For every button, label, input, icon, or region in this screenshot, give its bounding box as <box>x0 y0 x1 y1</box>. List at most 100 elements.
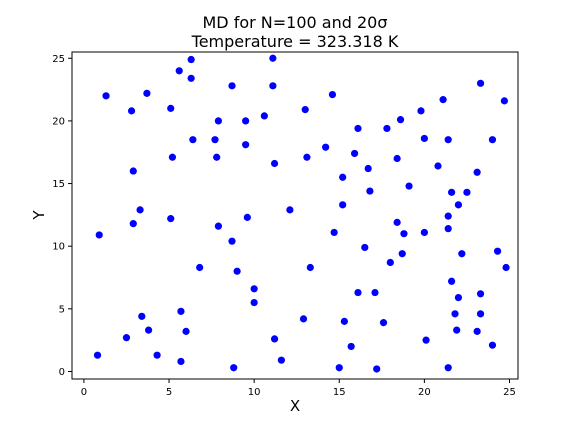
data-point <box>96 231 103 238</box>
data-point <box>302 106 309 113</box>
data-point <box>439 96 446 103</box>
data-point <box>188 75 195 82</box>
x-axis-label: X <box>290 397 300 415</box>
data-point <box>339 174 346 181</box>
data-point <box>300 315 307 322</box>
data-point <box>477 80 484 87</box>
data-point <box>341 318 348 325</box>
x-tick-label: 25 <box>503 387 516 398</box>
data-point <box>397 116 404 123</box>
y-tick-label: 25 <box>52 54 65 65</box>
data-point <box>307 264 314 271</box>
data-point <box>123 334 130 341</box>
data-point <box>502 264 509 271</box>
data-point <box>329 91 336 98</box>
data-point <box>421 229 428 236</box>
data-point <box>177 358 184 365</box>
data-point <box>387 259 394 266</box>
data-point <box>269 82 276 89</box>
x-tick-label: 10 <box>248 387 261 398</box>
data-point <box>215 223 222 230</box>
data-point <box>394 155 401 162</box>
data-point <box>494 248 501 255</box>
data-point <box>228 82 235 89</box>
data-point <box>366 187 373 194</box>
data-point <box>405 182 412 189</box>
chart-title-line-2: Temperature = 323.318 K <box>191 32 399 51</box>
data-point <box>213 154 220 161</box>
data-point <box>477 290 484 297</box>
data-point <box>188 56 195 63</box>
data-point <box>421 135 428 142</box>
data-point <box>230 364 237 371</box>
data-point <box>244 214 251 221</box>
y-axis-ticks: 0 5 10 15 20 25 <box>52 54 72 378</box>
data-point <box>489 136 496 143</box>
data-point <box>339 201 346 208</box>
data-point <box>228 238 235 245</box>
x-axis-ticks: 0 5 10 15 20 25 <box>81 379 516 398</box>
data-point <box>445 136 452 143</box>
data-point <box>365 165 372 172</box>
data-point <box>234 268 241 275</box>
x-tick-label: 15 <box>333 387 346 398</box>
data-point <box>400 230 407 237</box>
data-point <box>286 206 293 213</box>
data-point <box>303 154 310 161</box>
data-point <box>455 294 462 301</box>
data-point <box>189 136 196 143</box>
data-point <box>434 162 441 169</box>
data-point <box>167 215 174 222</box>
y-axis-label: Y <box>30 210 48 221</box>
y-tick-label: 10 <box>52 242 65 253</box>
data-point <box>501 97 508 104</box>
data-point <box>331 229 338 236</box>
y-tick-label: 0 <box>59 367 65 378</box>
y-tick-label: 15 <box>52 179 65 190</box>
data-point <box>242 117 249 124</box>
data-point <box>474 328 481 335</box>
data-point <box>361 244 368 251</box>
data-point <box>154 352 161 359</box>
x-tick-label: 0 <box>81 387 87 398</box>
data-point <box>463 189 470 196</box>
data-point <box>128 107 135 114</box>
data-point <box>453 327 460 334</box>
data-point <box>130 220 137 227</box>
data-point <box>417 107 424 114</box>
data-point <box>251 285 258 292</box>
data-point <box>242 141 249 148</box>
data-point <box>271 160 278 167</box>
data-point <box>455 201 462 208</box>
data-point <box>399 250 406 257</box>
data-point <box>176 67 183 74</box>
data-point <box>336 364 343 371</box>
data-point <box>211 136 218 143</box>
data-point <box>383 125 390 132</box>
data-point <box>167 105 174 112</box>
y-tick-label: 5 <box>59 304 65 315</box>
data-point <box>348 343 355 350</box>
data-point <box>354 289 361 296</box>
data-point <box>130 167 137 174</box>
data-point <box>458 250 465 257</box>
chart-title-line-1: MD for N=100 and 20σ <box>203 13 388 32</box>
data-point <box>351 150 358 157</box>
data-point <box>269 55 276 62</box>
data-point <box>474 169 481 176</box>
data-point <box>448 189 455 196</box>
data-point <box>261 112 268 119</box>
data-point <box>354 125 361 132</box>
data-point <box>489 342 496 349</box>
data-point <box>278 357 285 364</box>
y-tick-label: 20 <box>52 116 65 127</box>
data-point <box>169 154 176 161</box>
data-point <box>182 328 189 335</box>
data-point <box>322 144 329 151</box>
data-point <box>94 352 101 359</box>
data-point <box>177 308 184 315</box>
data-point <box>143 90 150 97</box>
x-tick-label: 20 <box>418 387 431 398</box>
data-point <box>271 335 278 342</box>
